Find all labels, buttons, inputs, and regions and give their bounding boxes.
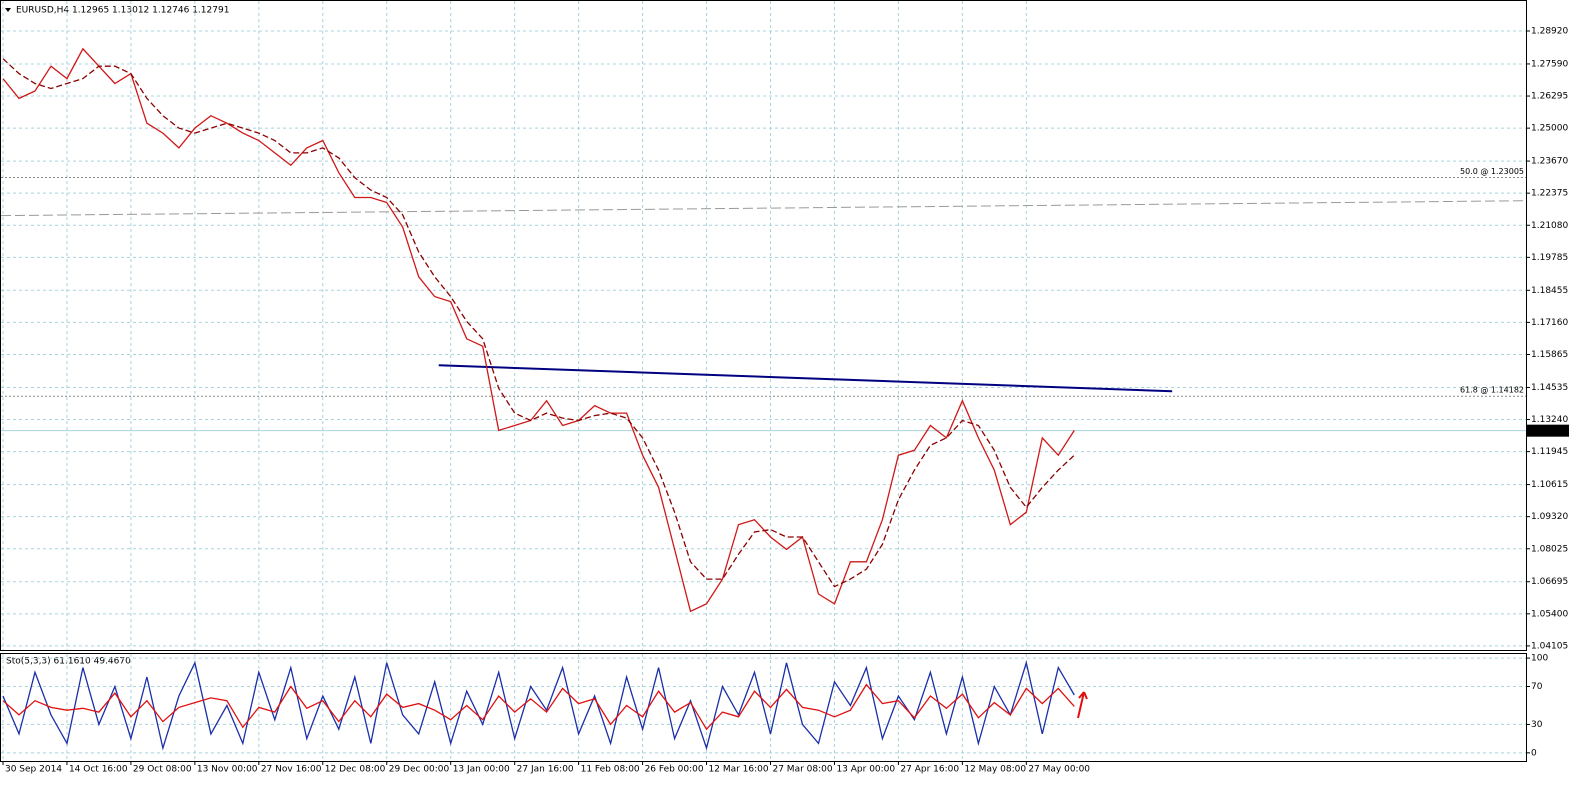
stoch-frame xyxy=(0,653,1527,762)
y-tick-label: 1.28920 xyxy=(1531,26,1568,36)
y-tick-label: 1.06695 xyxy=(1531,577,1568,587)
x-tick-label: 13 Nov 00:00 xyxy=(197,765,258,775)
y-tick-label: 1.13240 xyxy=(1531,415,1568,425)
menu-triangle xyxy=(5,8,11,12)
x-tick-label: 27 Apr 16:00 xyxy=(900,765,959,775)
x-tick-label: 14 Oct 16:00 xyxy=(69,765,128,775)
fib-label: 61.8 @ 1.14182 xyxy=(1460,386,1524,395)
y-tick-label: 1.27590 xyxy=(1531,59,1568,69)
main-frame xyxy=(0,0,1527,651)
series-line xyxy=(2,660,1075,751)
x-tick-label: 11 Feb 08:00 xyxy=(581,765,640,775)
y-tick-label: 1.14535 xyxy=(1531,383,1568,393)
trendline xyxy=(438,364,1173,393)
x-tick-label: 29 Dec 00:00 xyxy=(389,765,450,775)
last-price-box xyxy=(1527,424,1569,437)
y-tick-label: 1.23670 xyxy=(1531,157,1568,167)
y-tick-label: 1.09320 xyxy=(1531,512,1568,522)
x-tick-label: 27 Nov 16:00 xyxy=(261,765,322,775)
x-tick-label: 12 Dec 08:00 xyxy=(325,765,386,775)
series-line xyxy=(2,47,1075,613)
y-tick-label: 1.25000 xyxy=(1531,124,1568,134)
y-tick-label: 1.08025 xyxy=(1531,544,1568,554)
long-ma xyxy=(0,200,1527,217)
series-line xyxy=(2,58,1075,588)
x-tick-label: 12 Mar 16:00 xyxy=(709,765,769,775)
x-tick-label: 13 Apr 00:00 xyxy=(836,765,895,775)
series-line xyxy=(2,683,1075,731)
y-tick-label: 1.22375 xyxy=(1531,189,1568,199)
x-tick-label: 27 Mar 08:00 xyxy=(772,765,832,775)
last-price-label: 1.12791 xyxy=(1530,426,1567,436)
fib-label: 50.0 @ 1.23005 xyxy=(1460,167,1524,176)
x-tick-label: 27 May 00:00 xyxy=(1028,765,1090,775)
y-tick-label: 1.11945 xyxy=(1531,447,1568,457)
y-tick-label: 1.18455 xyxy=(1531,286,1568,296)
stoch-title: Sto(5,3,3) 61.1610 49.4670 xyxy=(6,657,131,667)
y-tick-label: 1.19785 xyxy=(1531,253,1568,263)
y-tick-label: 1.17160 xyxy=(1531,318,1568,328)
x-tick-label: 29 Oct 08:00 xyxy=(133,765,192,775)
x-tick-label: 27 Jan 16:00 xyxy=(517,765,574,775)
y-tick-label: 0 xyxy=(1531,748,1537,758)
y-tick-label: 100 xyxy=(1531,654,1548,664)
chart-title: EURUSD,H4 1.12965 1.13012 1.12746 1.1279… xyxy=(16,6,229,16)
x-tick-label: 30 Sep 2014 xyxy=(5,765,62,775)
arrow xyxy=(1077,691,1088,719)
x-tick-label: 13 Jan 00:00 xyxy=(453,765,510,775)
y-tick-label: 1.04105 xyxy=(1531,641,1568,651)
y-tick-label: 30 xyxy=(1531,720,1543,730)
y-tick-label: 1.21080 xyxy=(1531,221,1568,231)
x-tick-label: 12 May 08:00 xyxy=(964,765,1026,775)
y-tick-label: 1.15865 xyxy=(1531,350,1568,360)
y-tick-label: 1.05400 xyxy=(1531,609,1568,619)
y-tick-label: 70 xyxy=(1531,682,1543,692)
y-tick-label: 1.10615 xyxy=(1531,480,1568,490)
x-tick-label: 26 Feb 00:00 xyxy=(645,765,704,775)
y-tick-label: 1.26295 xyxy=(1531,92,1568,102)
